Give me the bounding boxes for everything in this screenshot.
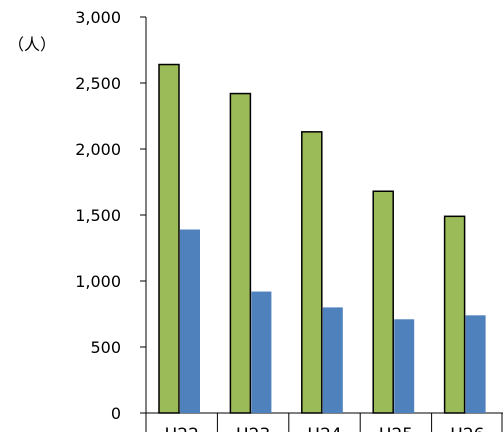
x-axis: H22 H23 H24 H25 H26 bbox=[145, 412, 503, 432]
x-tick-label: H22 bbox=[164, 425, 198, 432]
y-unit-label: （人） bbox=[8, 35, 56, 54]
x-tick-label: H25 bbox=[379, 425, 413, 432]
bar-series2 bbox=[180, 229, 200, 413]
bar-series2 bbox=[465, 315, 486, 413]
x-tick-label: H23 bbox=[236, 425, 270, 432]
bar-series1 bbox=[443, 215, 466, 414]
y-tick-label: 3,000 bbox=[75, 8, 121, 27]
bar-series1 bbox=[229, 92, 252, 414]
bars bbox=[158, 63, 486, 414]
y-tick-label: 1,000 bbox=[75, 272, 121, 291]
y-axis: 0 500 1,000 1,500 2,000 2,500 3,000 bbox=[75, 8, 147, 423]
bar-series1 bbox=[301, 131, 323, 414]
bar-series2 bbox=[394, 319, 415, 413]
y-tick-label: 500 bbox=[90, 338, 121, 357]
bar-series1 bbox=[158, 63, 180, 414]
bar-series2 bbox=[251, 291, 272, 413]
y-tick-label: 2,500 bbox=[75, 74, 121, 93]
x-tick-label: H24 bbox=[307, 425, 341, 432]
bar-series2 bbox=[322, 307, 343, 413]
y-tick-label: 0 bbox=[111, 404, 121, 423]
x-tick-label: H26 bbox=[450, 425, 484, 432]
y-tick-label: 1,500 bbox=[75, 206, 121, 225]
bar-series1 bbox=[372, 190, 394, 414]
y-tick-label: 2,000 bbox=[75, 140, 121, 159]
